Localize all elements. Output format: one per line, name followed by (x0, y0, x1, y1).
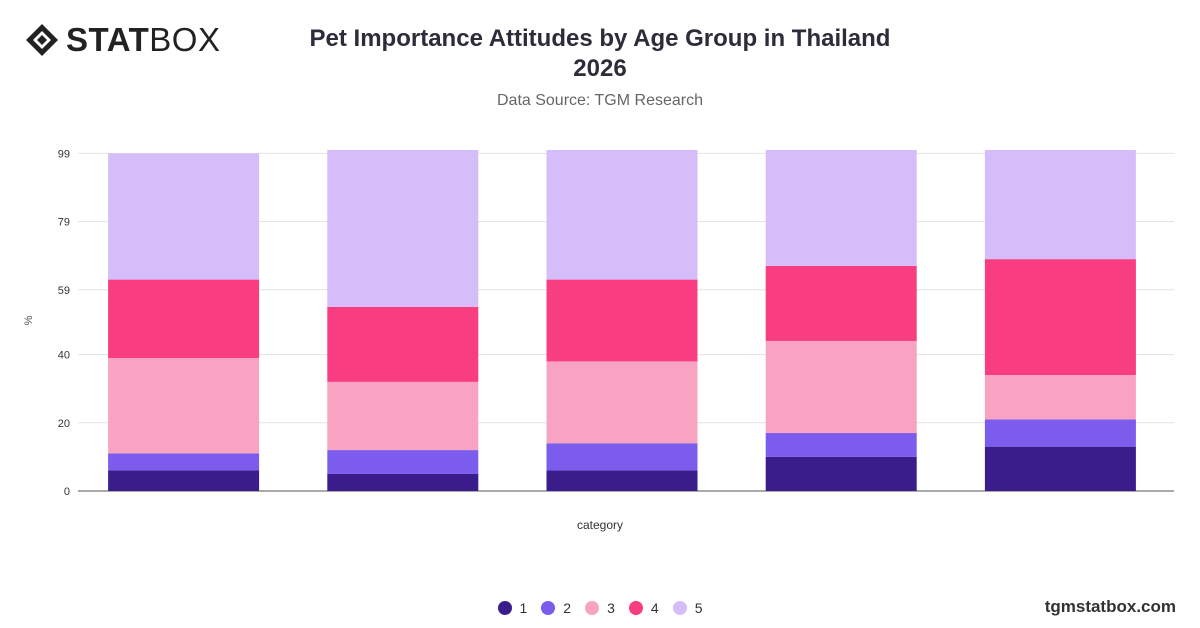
bar-segment-series-2 (108, 453, 260, 471)
chart-title-line2: 2026 (573, 55, 627, 82)
bar-segment-series-1 (327, 473, 479, 491)
chart-legend: 1 2 3 4 5 (0, 600, 1200, 616)
bar-segment-series-4 (546, 279, 698, 362)
footer-brand: tgmstatbox.com (1044, 597, 1176, 616)
y-tick-label: 59 (58, 285, 70, 297)
bar-segment-series-1 (546, 470, 698, 491)
legend-label: 4 (650, 600, 659, 616)
bar-segment-series-2 (327, 450, 479, 474)
bar-segment-series-4 (765, 265, 917, 341)
bar-segment-series-3 (765, 340, 917, 434)
legend-item-3[interactable]: 3 (585, 600, 615, 616)
legend-marker-icon (628, 601, 643, 615)
bar-segment-series-3 (327, 381, 479, 451)
bar-segment-series-4 (108, 279, 260, 359)
legend-marker-icon (541, 601, 556, 615)
y-tick-label: 20 (58, 418, 70, 430)
legend-marker-icon (497, 601, 512, 615)
diamond-logo-icon (26, 24, 58, 56)
chart-title: Pet Importance Attitudes by Age Group in… (260, 24, 940, 84)
stacked-bar-chart: 0 20 40 59 79 99% category (23, 148, 1174, 532)
bar-segment-series-1 (108, 470, 260, 491)
y-tick-label: 40 (58, 350, 70, 362)
bar-segment-series-2 (765, 433, 917, 457)
bar-segment-series-1 (765, 456, 917, 491)
bar-segment-series-3 (984, 375, 1136, 420)
bar-segment-series-5 (765, 150, 917, 266)
bar-segment-series-3 (108, 358, 260, 454)
legend-marker-icon (585, 601, 600, 615)
y-tick-label: 99 (58, 148, 70, 160)
bar-segment-series-5 (546, 150, 698, 280)
bar-segment-series-4 (984, 259, 1136, 376)
legend-item-1[interactable]: 1 (497, 600, 528, 616)
bar-segment-series-5 (327, 150, 479, 307)
bar-segment-series-3 (546, 361, 698, 444)
bar-segment-series-2 (546, 443, 698, 471)
chart-subtitle: Data Source: TGM Research (496, 92, 703, 109)
y-tick-label: 0 (64, 486, 70, 498)
legend-item-2[interactable]: 2 (541, 600, 571, 616)
legend-label: 1 (519, 600, 528, 616)
statbox-logo: STATBOX (24, 22, 220, 58)
x-axis-label: category (577, 518, 623, 532)
legend-label: 5 (694, 600, 703, 616)
logo-text: STATBOX (66, 21, 221, 58)
chart-title-line1: Pet Importance Attitudes by Age Group in… (309, 25, 891, 52)
bar-segment-series-4 (327, 306, 479, 382)
legend-item-5[interactable]: 5 (672, 600, 703, 616)
legend-label: 2 (563, 600, 572, 616)
bar-segment-series-5 (984, 150, 1136, 260)
bar-segment-series-1 (984, 446, 1136, 491)
y-tick-label: 79 (58, 217, 70, 229)
bar-segment-series-5 (108, 153, 260, 280)
legend-item-4[interactable]: 4 (628, 600, 659, 616)
y-axis-label: % (23, 315, 35, 325)
bar-segment-series-2 (984, 419, 1136, 447)
legend-marker-icon (672, 601, 687, 615)
legend-label: 3 (607, 600, 615, 616)
